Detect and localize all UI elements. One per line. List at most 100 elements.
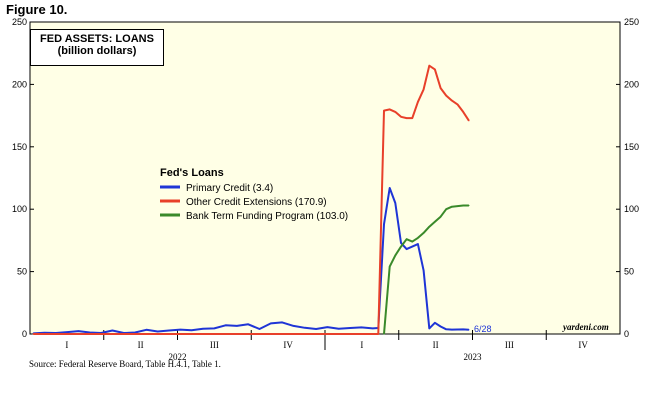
data-point-btfp [434,221,436,223]
quarter-label: II [138,340,144,350]
data-point-other_credit [406,117,408,119]
data-point-primary_credit [326,326,328,328]
right-axis: 0 50 100 150 200 250 [616,17,639,339]
data-point-btfp [462,204,464,207]
data-point-primary_credit [456,328,459,331]
chart-title: FED ASSETS: LOANS [40,33,154,45]
quarter-label: I [360,340,363,350]
legend-title: Fed's Loans [160,167,224,179]
data-point-btfp [456,205,459,207]
data-point-btfp [417,237,419,239]
year-label: 2023 [464,352,483,362]
end-date-label: 6/28 [474,324,492,334]
data-point-other_credit [445,95,447,97]
data-point-btfp [440,216,442,218]
y-tick-label-left: 200 [12,79,27,89]
data-point-other_credit [462,111,464,113]
data-point-primary_credit [258,328,261,330]
legend-label-btfp: Bank Term Funding Program (103.0) [186,211,348,222]
data-point-btfp [428,226,430,228]
data-point-primary_credit [445,328,447,330]
quarter-label: III [505,340,514,350]
data-point-other_credit [377,333,379,335]
data-point-primary_credit [134,331,136,334]
data-point-primary_credit [191,329,193,331]
chart-subtitle: (billion dollars) [57,45,137,57]
data-point-primary_credit [304,327,306,329]
data-point-primary_credit [89,331,91,334]
data-point-btfp [411,241,413,243]
data-point-other_credit [383,110,385,112]
data-point-other_credit [411,117,413,119]
data-point-primary_credit [247,323,249,325]
series-layer [32,64,470,335]
data-point-primary_credit [349,327,351,329]
data-point-btfp [400,246,402,248]
data-point-primary_credit [400,242,402,244]
data-point-primary_credit [468,329,470,331]
left-axis: 0 50 100 150 200 250 [12,17,34,339]
quarter-label: IV [578,340,588,350]
chart-title-box: FED ASSETS: LOANS (billion dollars) [30,29,164,66]
data-point-primary_credit [236,325,238,327]
figure-label: Figure 10. [6,2,68,17]
data-point-btfp [451,206,453,208]
y-tick-label-left: 100 [12,204,27,214]
data-point-btfp [423,232,425,234]
data-point-primary_credit [270,322,272,324]
data-point-primary_credit [411,246,413,248]
year-label: 2022 [169,352,187,362]
data-point-primary_credit [462,328,464,330]
y-tick-label-right: 150 [624,142,639,152]
data-point-primary_credit [202,328,204,330]
data-point-primary_credit [338,328,340,330]
data-point-btfp [383,333,385,335]
quarter-label: IV [283,340,293,350]
data-point-primary_credit [394,202,396,204]
data-point-primary_credit [111,329,113,332]
data-point-btfp [445,208,447,210]
data-point-btfp [394,254,396,256]
legend-label-primary-credit: Primary Credit (3.4) [186,183,273,194]
plot-area [29,21,621,335]
series-line-primary_credit [33,187,469,335]
data-point-btfp [406,238,408,240]
series-line-btfp [383,204,469,335]
data-point-primary_credit [157,330,159,333]
quarter-label: I [65,340,68,350]
data-point-primary_credit [179,329,181,331]
legend: Fed's Loans Primary Credit (3.4) Other C… [160,167,348,222]
data-point-primary_credit [77,330,80,332]
data-point-primary_credit [66,331,68,333]
data-point-other_credit [32,333,34,335]
data-point-primary_credit [168,329,170,332]
data-point-primary_credit [389,187,391,189]
y-tick-label-right: 100 [624,204,639,214]
legend-label-other-credit: Other Credit Extensions (170.9) [186,197,327,208]
data-point-primary_credit [372,327,374,329]
y-tick-label-left: 250 [12,17,27,27]
data-point-primary_credit [383,223,385,225]
data-point-btfp [468,204,470,207]
y-tick-label-right: 200 [624,79,639,89]
data-point-btfp [389,266,391,268]
data-point-primary_credit [434,322,436,324]
data-point-other_credit [434,68,436,70]
data-point-other_credit [389,108,391,110]
data-point-primary_credit [417,243,419,245]
data-point-other_credit [417,101,419,103]
data-point-other_credit [440,87,442,89]
data-point-primary_credit [423,269,425,271]
y-tick-label-left: 50 [17,267,27,277]
data-point-other_credit [428,65,430,67]
data-point-primary_credit [451,329,453,331]
data-point-other_credit [394,111,396,113]
data-point-primary_credit [145,329,147,331]
y-tick-label-left: 0 [22,329,27,339]
data-point-primary_credit [360,326,362,328]
data-point-primary_credit [213,327,215,329]
data-point-primary_credit [406,248,408,250]
data-point-other_credit [456,103,459,105]
data-point-primary_credit [315,328,317,330]
